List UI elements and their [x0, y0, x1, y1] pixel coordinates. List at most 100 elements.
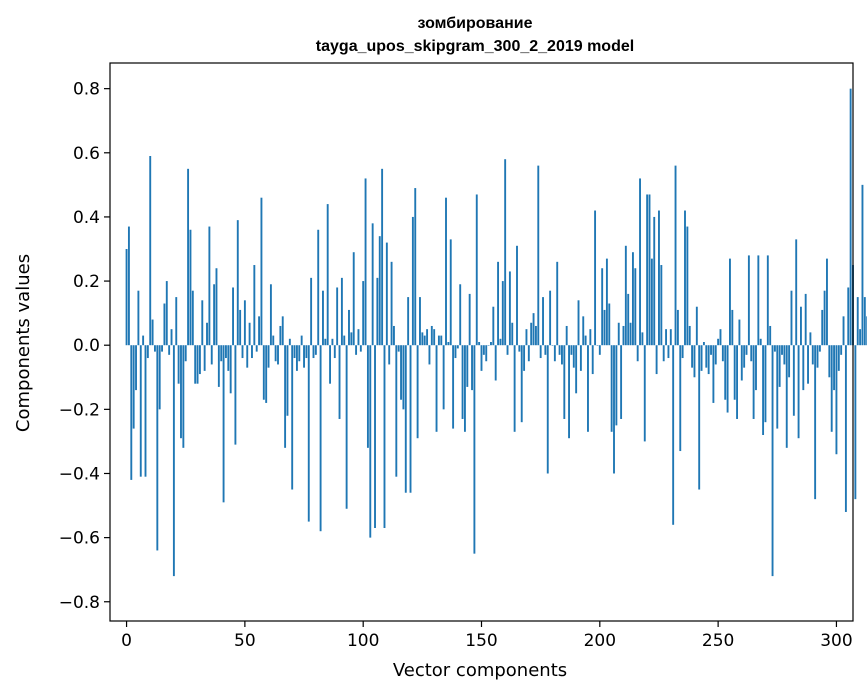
- bar-86: [329, 345, 331, 384]
- bar-56: [258, 316, 261, 346]
- bar-262: [745, 345, 748, 355]
- bar-249: [714, 345, 717, 365]
- x-tick-label: 250: [702, 631, 734, 651]
- bar-311: [861, 184, 864, 346]
- bar-74: [300, 335, 303, 346]
- bar-89: [336, 287, 339, 346]
- bar-28: [191, 290, 194, 346]
- bar-58: [262, 345, 265, 400]
- x-tick-label: 50: [234, 631, 256, 651]
- bar-273: [771, 345, 774, 577]
- bar-46: [234, 345, 237, 445]
- bar-133: [440, 335, 443, 346]
- bar-131: [435, 345, 438, 432]
- bar-7: [142, 335, 145, 346]
- bar-157: [497, 261, 500, 346]
- y-tick-label: 0.0: [73, 336, 100, 356]
- bar-242: [698, 345, 701, 490]
- bar-29: [194, 345, 197, 384]
- bar-4: [135, 345, 137, 391]
- chart-subtitle: tayga_upos_skipgram_300_2_2019 model: [316, 38, 634, 55]
- bar-67: [284, 345, 287, 448]
- bar-102: [366, 345, 369, 448]
- bar-238: [688, 325, 691, 346]
- y-tick-label: 0.6: [73, 144, 100, 164]
- bar-202: [603, 309, 606, 346]
- bar-30: [196, 345, 199, 384]
- bar-152: [485, 345, 488, 362]
- bar-227: [662, 345, 665, 362]
- bar-284: [797, 345, 800, 439]
- bar-25: [184, 345, 187, 362]
- bar-123: [416, 345, 419, 439]
- bar-207: [615, 345, 618, 426]
- bar-65: [279, 325, 282, 346]
- bar-181: [553, 345, 556, 362]
- x-tick-label: 100: [347, 631, 379, 651]
- bar-5: [137, 290, 140, 346]
- bar-209: [620, 345, 623, 419]
- bar-26: [187, 168, 190, 346]
- bar-260: [740, 345, 743, 381]
- bar-185: [563, 345, 566, 419]
- bar-210: [622, 325, 625, 346]
- bar-211: [624, 245, 627, 346]
- bar-142: [461, 345, 464, 419]
- bar-263: [747, 255, 750, 346]
- y-tick-label: −0.4: [59, 464, 100, 484]
- bar-197: [591, 345, 594, 375]
- bar-310: [859, 329, 862, 346]
- bar-213: [629, 322, 632, 346]
- bar-92: [343, 335, 346, 346]
- bar-76: [305, 345, 308, 359]
- bar-140: [456, 345, 459, 349]
- bar-39: [217, 345, 220, 387]
- bar-69: [288, 338, 291, 346]
- bar-306: [849, 88, 852, 346]
- bar-244: [702, 342, 705, 346]
- bar-166: [518, 345, 521, 352]
- bar-73: [298, 345, 301, 362]
- bar-127: [426, 329, 429, 346]
- bar-117: [402, 345, 405, 410]
- x-axis-label: Vector components: [393, 660, 567, 681]
- bar-215: [634, 268, 637, 346]
- bar-288: [807, 345, 809, 384]
- bar-171: [530, 322, 533, 346]
- bar-225: [658, 210, 660, 346]
- bar-169: [525, 329, 528, 346]
- bar-151: [482, 345, 485, 355]
- bar-305: [847, 287, 850, 346]
- y-tick-label: −0.6: [59, 529, 100, 549]
- bar-36: [210, 345, 213, 365]
- bar-228: [665, 329, 668, 346]
- bar-34: [206, 322, 208, 346]
- bar-124: [419, 297, 421, 346]
- bar-186: [565, 325, 568, 346]
- bar-293: [818, 345, 821, 352]
- bar-138: [452, 345, 455, 429]
- bar-24: [182, 345, 185, 448]
- bar-218: [641, 332, 644, 346]
- bar-125: [421, 332, 424, 346]
- bar-168: [523, 345, 526, 371]
- bar-134: [442, 345, 445, 410]
- bar-48: [239, 309, 242, 346]
- bar-122: [414, 188, 417, 346]
- bar-190: [575, 345, 578, 394]
- bar-226: [660, 265, 663, 346]
- bar-220: [646, 194, 649, 346]
- bar-231: [672, 345, 675, 525]
- bar-1: [127, 226, 130, 346]
- bar-217: [639, 178, 641, 346]
- bar-119: [407, 297, 410, 346]
- bar-276: [778, 345, 781, 387]
- bar-160: [504, 159, 507, 346]
- bar-80: [314, 345, 317, 355]
- bar-222: [650, 258, 653, 346]
- bar-71: [293, 345, 296, 359]
- bar-81: [317, 229, 320, 346]
- bar-111: [388, 345, 391, 365]
- bar-299: [833, 345, 836, 391]
- bar-246: [707, 345, 710, 375]
